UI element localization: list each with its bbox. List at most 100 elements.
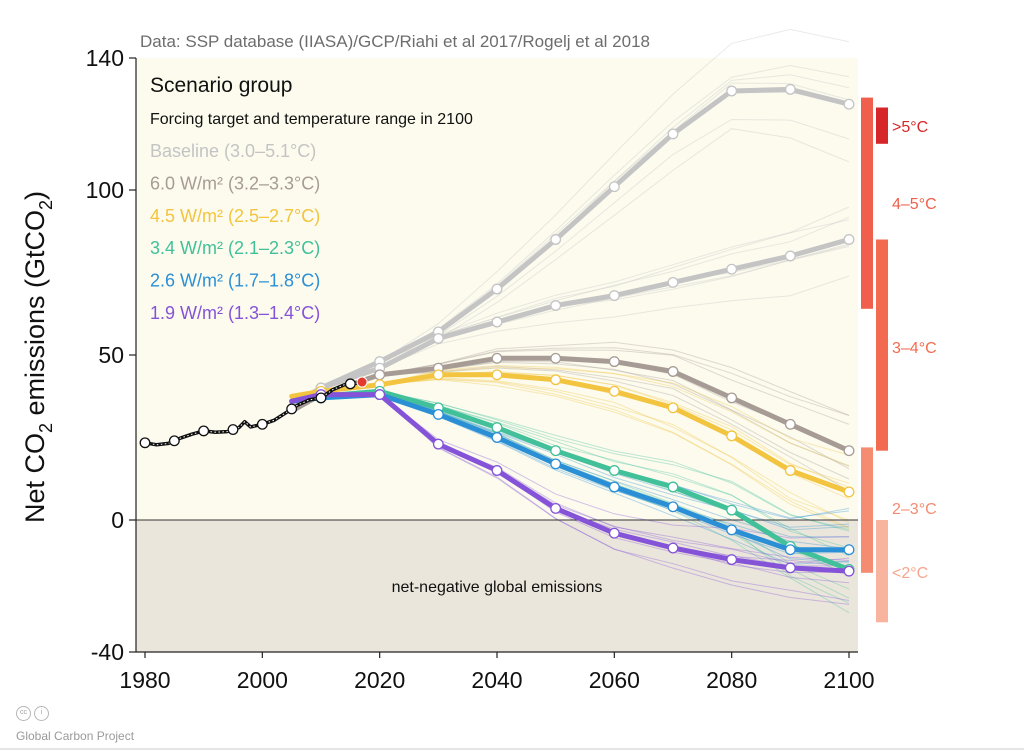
series-point xyxy=(608,181,620,193)
series-point xyxy=(726,392,738,404)
historical-point xyxy=(344,378,356,390)
series-point xyxy=(608,356,620,368)
series-point xyxy=(667,276,679,288)
latest-year-point xyxy=(356,376,368,388)
series-point xyxy=(491,422,503,434)
series-point xyxy=(550,300,562,311)
series-point xyxy=(667,366,679,377)
series-point xyxy=(491,352,503,364)
series-point xyxy=(784,544,796,556)
y-axis-label: Net CO2 emissions (GtCO2) xyxy=(20,191,56,523)
series-point xyxy=(667,402,679,414)
series-point xyxy=(550,374,562,386)
temperature-band-label: >5°C xyxy=(892,119,928,136)
attribution-icon: i xyxy=(34,706,49,721)
temperature-band-label: <2°C xyxy=(892,565,928,582)
historical-point xyxy=(139,437,151,449)
series-point xyxy=(843,486,855,498)
temperature-band xyxy=(876,239,888,451)
series-point xyxy=(491,316,503,328)
legend-entry: 4.5 W/m² (2.5–2.7°C) xyxy=(150,206,320,226)
historical-point xyxy=(315,392,327,404)
series-point xyxy=(726,263,738,275)
x-tick-label: 2040 xyxy=(471,667,522,693)
series-point xyxy=(784,465,796,476)
series-point xyxy=(608,465,620,476)
legend-entry: 6.0 W/m² (3.2–3.3°C) xyxy=(150,173,320,193)
series-point xyxy=(843,445,855,457)
temperature-band-label: 3–4°C xyxy=(892,340,937,357)
x-tick-label: 2060 xyxy=(589,667,640,693)
series-point xyxy=(843,98,855,110)
credit-text: Global Carbon Project xyxy=(16,729,135,743)
series-point xyxy=(667,501,679,513)
series-point xyxy=(432,438,444,450)
series-point xyxy=(667,128,679,140)
series-point xyxy=(432,333,444,344)
historical-point xyxy=(168,435,180,447)
y-tick-label: 0 xyxy=(111,507,124,533)
historical-point xyxy=(286,403,298,415)
series-point xyxy=(784,418,796,430)
historical-point xyxy=(256,418,268,430)
legend-entry: Baseline (3.0–5.1°C) xyxy=(150,141,316,161)
temperature-band xyxy=(861,97,873,309)
series-point xyxy=(726,85,738,97)
temperature-band-label: 4–5°C xyxy=(892,196,937,213)
y-tick-label: -40 xyxy=(91,639,124,665)
series-point xyxy=(550,352,562,364)
x-tick-label: 2020 xyxy=(354,667,405,693)
legend-title: Scenario group xyxy=(150,74,292,97)
x-tick-label: 2080 xyxy=(706,667,757,693)
bottom-divider xyxy=(0,748,1024,750)
series-point xyxy=(843,565,855,577)
source-text: Data: SSP database (IIASA)/GCP/Riahi et … xyxy=(140,32,650,51)
series-point xyxy=(726,554,738,566)
y-tick-label: 140 xyxy=(86,45,124,71)
series-point xyxy=(432,369,444,381)
series-point xyxy=(550,458,562,470)
series-point xyxy=(491,283,503,295)
legend-entry: 1.9 W/m² (1.3–1.4°C) xyxy=(150,303,320,323)
license-icons: cc i xyxy=(16,706,49,721)
temperature-band xyxy=(861,447,873,573)
historical-point xyxy=(198,425,210,437)
series-point xyxy=(667,481,679,493)
series-point xyxy=(667,542,679,554)
series-point xyxy=(432,408,444,420)
series-point xyxy=(726,430,738,442)
y-tick-label: 100 xyxy=(86,177,124,203)
series-point xyxy=(784,250,796,262)
legend-entry: 2.6 W/m² (1.7–1.8°C) xyxy=(150,271,320,291)
series-point xyxy=(784,562,796,574)
series-point xyxy=(726,524,738,536)
series-point xyxy=(608,385,620,397)
series-point xyxy=(784,83,796,95)
series-point xyxy=(550,445,562,457)
series-point xyxy=(550,234,562,245)
net-negative-label: net-negative global emissions xyxy=(392,579,603,596)
y-tick-label: 50 xyxy=(98,342,124,368)
historical-line-dots xyxy=(144,381,363,446)
series-point xyxy=(374,369,386,381)
temperature-band xyxy=(876,520,888,623)
series-point xyxy=(491,465,503,476)
negative-background xyxy=(136,520,858,652)
historical-point xyxy=(227,424,239,436)
series-point xyxy=(726,504,738,516)
series-point xyxy=(491,369,503,381)
series-point xyxy=(608,290,620,302)
creative-commons-icon: cc xyxy=(16,706,31,721)
legend-subtitle: Forcing target and temperature range in … xyxy=(150,111,473,128)
x-tick-label: 2000 xyxy=(237,667,288,693)
series-point xyxy=(608,527,620,539)
series-point xyxy=(550,503,562,514)
series-point xyxy=(843,544,855,556)
series-point xyxy=(608,481,620,493)
x-tick-label: 1980 xyxy=(119,667,170,693)
series-point xyxy=(491,432,503,443)
series-point xyxy=(374,389,386,401)
temperature-band-label: 2–3°C xyxy=(892,501,937,518)
series-point xyxy=(843,234,855,245)
